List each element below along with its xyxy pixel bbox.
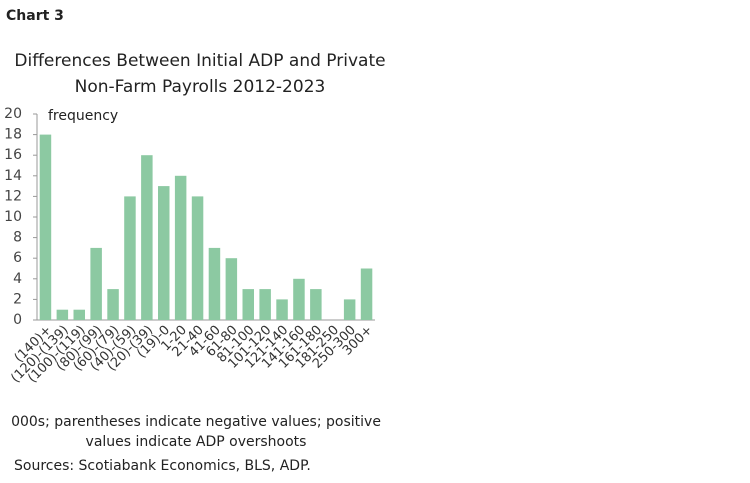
bar (174, 175, 187, 320)
bar (124, 196, 136, 320)
bar (225, 258, 238, 320)
note: 000s; parentheses indicate negative valu… (11, 414, 381, 430)
bar (39, 134, 52, 320)
bar (90, 247, 102, 320)
chart-header: Chart 3 (6, 8, 64, 24)
y-axis-label: frequency (48, 108, 118, 124)
source: Sources: Scotiabank Economics, BLS, ADP. (14, 458, 311, 474)
bar (158, 186, 170, 320)
bar (208, 247, 221, 320)
y-tick-label: 4 (13, 271, 22, 287)
bar (259, 289, 271, 320)
bar (242, 289, 254, 320)
bar (141, 155, 153, 320)
y-tick-label: 8 (13, 230, 22, 246)
bar (276, 299, 288, 320)
y-tick-label: 0 (13, 312, 22, 328)
bar (293, 278, 305, 320)
note: values indicate ADP overshoots (86, 434, 307, 450)
bar (343, 299, 356, 320)
y-tick-label: 12 (4, 188, 22, 204)
y-tick-label: 10 (4, 209, 22, 225)
y-tick-label: 20 (4, 106, 22, 122)
bar (56, 309, 69, 320)
bar (107, 289, 119, 320)
bar (191, 196, 204, 320)
y-tick-label: 18 (4, 127, 22, 143)
y-tick-label: 2 (13, 291, 22, 307)
y-tick-label: 6 (13, 250, 22, 266)
chart-title: Differences Between Initial ADP and Priv… (14, 51, 385, 71)
chart-title: Non-Farm Payrolls 2012-2023 (75, 77, 326, 97)
y-tick-label: 14 (4, 168, 22, 184)
y-tick-label: 16 (4, 147, 22, 163)
bar (310, 289, 322, 320)
bar (360, 268, 373, 320)
bar (73, 309, 85, 320)
